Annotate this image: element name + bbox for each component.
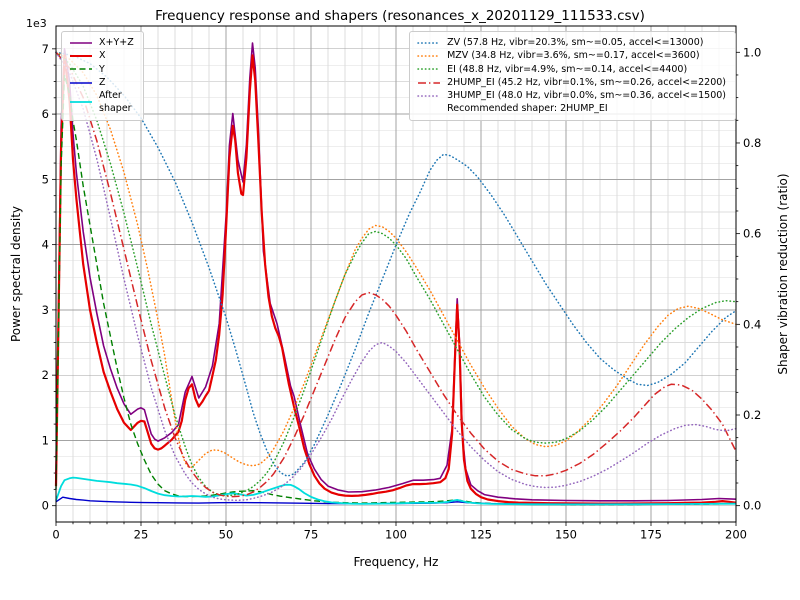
svg-text:6: 6 bbox=[42, 107, 49, 121]
legend-item: 3HUMP_EI (48.0 Hz, vibr=0.0%, sm~=0.36, … bbox=[417, 89, 726, 102]
legend-line-sample bbox=[70, 54, 92, 57]
legend-label: After shaper bbox=[99, 90, 132, 115]
y-axis-label-right: Shaper vibration reduction (ratio) bbox=[776, 173, 790, 375]
svg-text:125: 125 bbox=[470, 528, 492, 542]
legend-label: Y bbox=[99, 63, 105, 75]
svg-text:25: 25 bbox=[134, 528, 149, 542]
svg-text:1.0: 1.0 bbox=[743, 45, 761, 59]
y-axis-offset-text: 1e3 bbox=[26, 17, 47, 30]
svg-text:0.2: 0.2 bbox=[743, 408, 761, 422]
svg-text:4: 4 bbox=[42, 238, 49, 252]
psd-legend: X+Y+Z X Y Z After shaper bbox=[61, 31, 144, 121]
chart-title: Frequency response and shapers (resonanc… bbox=[155, 8, 645, 24]
legend-line-sample bbox=[417, 55, 441, 57]
svg-text:7: 7 bbox=[42, 42, 49, 56]
svg-text:0.8: 0.8 bbox=[743, 136, 761, 150]
legend-line-sample bbox=[70, 81, 92, 84]
legend-label: Z bbox=[99, 76, 106, 88]
legend-label: MZV (34.8 Hz, vibr=3.6%, sm~=0.17, accel… bbox=[447, 50, 700, 62]
svg-text:0.4: 0.4 bbox=[743, 317, 761, 331]
legend-line-sample bbox=[70, 101, 92, 104]
legend-line-sample bbox=[418, 81, 441, 84]
svg-text:0: 0 bbox=[52, 528, 59, 542]
legend-item: Z bbox=[69, 76, 134, 89]
svg-text:2: 2 bbox=[42, 368, 49, 382]
legend-item: Y bbox=[69, 63, 134, 76]
svg-text:150: 150 bbox=[555, 528, 577, 542]
svg-text:0.6: 0.6 bbox=[743, 227, 761, 241]
recommended-shaper-text: Recommended shaper: 2HUMP_EI bbox=[447, 103, 608, 115]
legend-item: ZV (57.8 Hz, vibr=20.3%, sm~=0.05, accel… bbox=[417, 36, 726, 49]
legend-line-sample bbox=[70, 68, 92, 70]
svg-text:5: 5 bbox=[42, 172, 49, 186]
legend-item: X+Y+Z bbox=[69, 36, 134, 49]
legend-label: EI (48.8 Hz, vibr=4.9%, sm~=0.14, accel<… bbox=[447, 63, 688, 75]
legend-label: X+Y+Z bbox=[99, 37, 134, 48]
legend-item: EI (48.8 Hz, vibr=4.9%, sm~=0.14, accel<… bbox=[417, 63, 726, 76]
legend-line-sample bbox=[70, 41, 92, 44]
svg-text:175: 175 bbox=[640, 528, 662, 542]
legend-label: ZV (57.8 Hz, vibr=20.3%, sm~=0.05, accel… bbox=[447, 37, 704, 48]
svg-text:3: 3 bbox=[42, 303, 49, 317]
legend-label: 2HUMP_EI (45.2 Hz, vibr=0.1%, sm~=0.26, … bbox=[447, 76, 726, 88]
legend-line-sample bbox=[417, 41, 441, 44]
svg-text:0.0: 0.0 bbox=[743, 499, 761, 513]
legend-label: X bbox=[99, 50, 106, 62]
legend-item: X bbox=[69, 49, 134, 62]
svg-text:75: 75 bbox=[304, 528, 319, 542]
legend-item: 2HUMP_EI (45.2 Hz, vibr=0.1%, sm~=0.26, … bbox=[417, 76, 726, 89]
legend-line-sample bbox=[417, 95, 441, 97]
legend-label: 3HUMP_EI (48.0 Hz, vibr=0.0%, sm~=0.36, … bbox=[447, 90, 726, 102]
legend-item: After shaper bbox=[69, 89, 134, 116]
svg-text:100: 100 bbox=[385, 528, 407, 542]
y-axis-label-left: Power spectral density bbox=[9, 205, 23, 343]
x-axis-label: Frequency, Hz bbox=[353, 555, 439, 569]
svg-text:0: 0 bbox=[42, 499, 49, 513]
svg-text:50: 50 bbox=[219, 528, 234, 542]
legend-item: MZV (34.8 Hz, vibr=3.6%, sm~=0.17, accel… bbox=[417, 49, 726, 62]
shaper-legend: ZV (57.8 Hz, vibr=20.3%, sm~=0.05, accel… bbox=[409, 31, 736, 121]
legend-line-sample bbox=[417, 68, 441, 70]
svg-text:200: 200 bbox=[725, 528, 747, 542]
svg-text:1: 1 bbox=[42, 433, 49, 447]
